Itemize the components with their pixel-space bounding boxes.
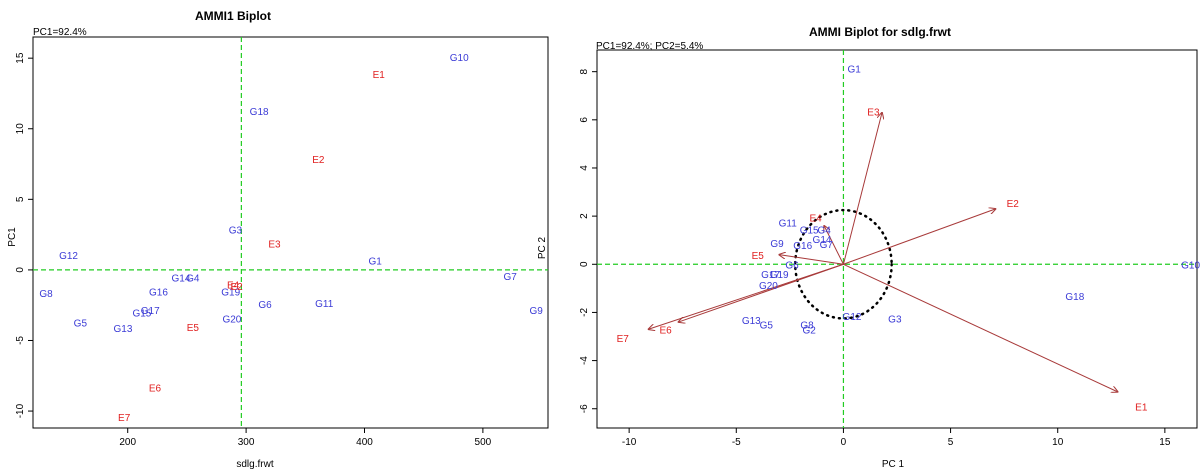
ammi-biplot-sdlg-panel: AMMI Biplot for sdlg.frwt PC1=92.4%; PC2… xyxy=(537,25,1200,470)
genotype-point-label: G17 xyxy=(761,270,780,281)
genotype-point-label: G15 xyxy=(800,226,819,237)
x-tick-label: 15 xyxy=(1159,437,1171,448)
x-axis-label: sdlg.frwt xyxy=(236,459,273,470)
environment-point-label: E2 xyxy=(231,282,244,293)
x-tick-label: 400 xyxy=(356,437,373,448)
genotype-point-label: G12 xyxy=(59,251,78,262)
environment-point-label: E6 xyxy=(659,325,672,336)
x-tick-label: -5 xyxy=(732,437,741,448)
genotype-point-label: G7 xyxy=(820,240,834,251)
genotype-point-label: G3 xyxy=(888,315,902,326)
environment-point-label: E5 xyxy=(187,323,200,334)
genotype-point-label: G8 xyxy=(39,289,53,300)
y-axis-label: PC 2 xyxy=(537,236,548,259)
genotype-point-label: G10 xyxy=(450,53,469,64)
genotype-point-label: G19 xyxy=(221,287,240,298)
genotype-point-label: G18 xyxy=(1065,292,1084,303)
environment-point-label: E7 xyxy=(617,334,630,345)
genotype-point-label: G1 xyxy=(847,64,861,75)
genotype-point-label: G13 xyxy=(114,324,133,335)
y-tick-label: -6 xyxy=(579,404,590,413)
genotype-point-label: G18 xyxy=(250,107,269,118)
genotype-point-label: G6 xyxy=(785,260,799,271)
x-tick-label: 10 xyxy=(1052,437,1064,448)
genotype-point-label: G9 xyxy=(770,239,784,250)
genotype-point-label: G1 xyxy=(368,256,382,267)
genotype-point-label: G7 xyxy=(503,272,517,283)
environment-point-label: E4 xyxy=(809,214,822,225)
ammi1-biplot-panel: AMMI1 Biplot PC1=92.4% sdlg.frwt PC1 200… xyxy=(7,9,549,470)
y-tick-label: 5 xyxy=(15,196,26,202)
y-tick-label: -4 xyxy=(579,356,590,365)
environment-point-label: E3 xyxy=(867,108,880,119)
environment-point-label: E2 xyxy=(312,155,325,166)
x-tick-label: 5 xyxy=(948,437,954,448)
x-axis-label: PC 1 xyxy=(882,459,905,470)
environment-point-label: E1 xyxy=(1135,403,1148,414)
genotype-point-label: G17 xyxy=(141,306,160,317)
x-tick-label: 300 xyxy=(238,437,255,448)
genotype-point-label: G11 xyxy=(315,299,334,310)
environment-point-label: E4 xyxy=(227,280,240,291)
environment-point-label: E2 xyxy=(1007,199,1020,210)
genotype-point-label: G16 xyxy=(149,287,168,298)
environment-vector xyxy=(648,263,844,329)
y-tick-label: -10 xyxy=(15,403,26,418)
genotype-point-label: G5 xyxy=(760,321,774,332)
x-tick-label: 200 xyxy=(119,437,136,448)
variance-annotation: PC1=92.4%; PC2=5.4% xyxy=(596,41,703,52)
environment-point-label: E1 xyxy=(373,70,386,81)
y-tick-label: 15 xyxy=(15,52,26,64)
environment-vector xyxy=(842,113,882,265)
genotype-point-label: G4 xyxy=(817,226,831,237)
environment-vector xyxy=(843,209,995,265)
y-tick-label: -2 xyxy=(579,308,590,317)
genotype-point-label: G14 xyxy=(813,235,832,246)
genotype-point-label: G2 xyxy=(802,325,816,336)
y-tick-label: 2 xyxy=(579,213,590,219)
genotype-point-label: G10 xyxy=(1181,260,1200,271)
plot-frame xyxy=(32,36,549,429)
chart-title: AMMI Biplot for sdlg.frwt xyxy=(809,25,951,39)
variance-annotation: PC1=92.4% xyxy=(33,27,87,38)
genotype-point-label: G4 xyxy=(186,273,200,284)
x-tick-label: 0 xyxy=(841,437,847,448)
genotype-point-label: G14 xyxy=(172,273,191,284)
genotype-point-label: G12 xyxy=(843,312,862,323)
environment-point-label: E7 xyxy=(118,413,131,424)
genotype-point-label: G19 xyxy=(770,270,789,281)
environment-vector xyxy=(824,226,844,265)
y-tick-label: 4 xyxy=(579,165,590,171)
environment-vector xyxy=(779,255,844,265)
genotype-point-label: G15 xyxy=(132,309,151,320)
genotype-point-label: G20 xyxy=(222,314,241,325)
y-tick-label: -5 xyxy=(15,336,26,345)
y-tick-label: 0 xyxy=(579,261,590,267)
chart-title: AMMI1 Biplot xyxy=(195,9,271,23)
genotype-point-label: G11 xyxy=(779,218,798,229)
genotype-point-label: G3 xyxy=(229,225,243,236)
plot-frame xyxy=(596,49,1198,429)
reference-circle xyxy=(793,208,893,320)
environment-point-label: E5 xyxy=(752,251,765,262)
environment-point-label: E3 xyxy=(268,239,281,250)
genotype-point-label: G8 xyxy=(800,321,814,332)
y-tick-label: 8 xyxy=(579,68,590,74)
genotype-point-label: G13 xyxy=(742,316,761,327)
genotype-point-label: G20 xyxy=(759,281,778,292)
x-tick-label: 500 xyxy=(475,437,492,448)
environment-vector xyxy=(843,263,1117,392)
environment-point-label: E6 xyxy=(149,383,162,394)
y-axis-label: PC1 xyxy=(7,227,18,247)
genotype-point-label: G9 xyxy=(529,306,543,317)
genotype-point-label: G5 xyxy=(74,319,88,330)
genotype-point-label: G6 xyxy=(258,300,272,311)
y-tick-label: 6 xyxy=(579,117,590,123)
x-tick-label: -10 xyxy=(622,437,637,448)
y-tick-label: 0 xyxy=(15,267,26,273)
genotype-point-label: G16 xyxy=(793,241,812,252)
y-tick-label: 10 xyxy=(15,123,26,135)
